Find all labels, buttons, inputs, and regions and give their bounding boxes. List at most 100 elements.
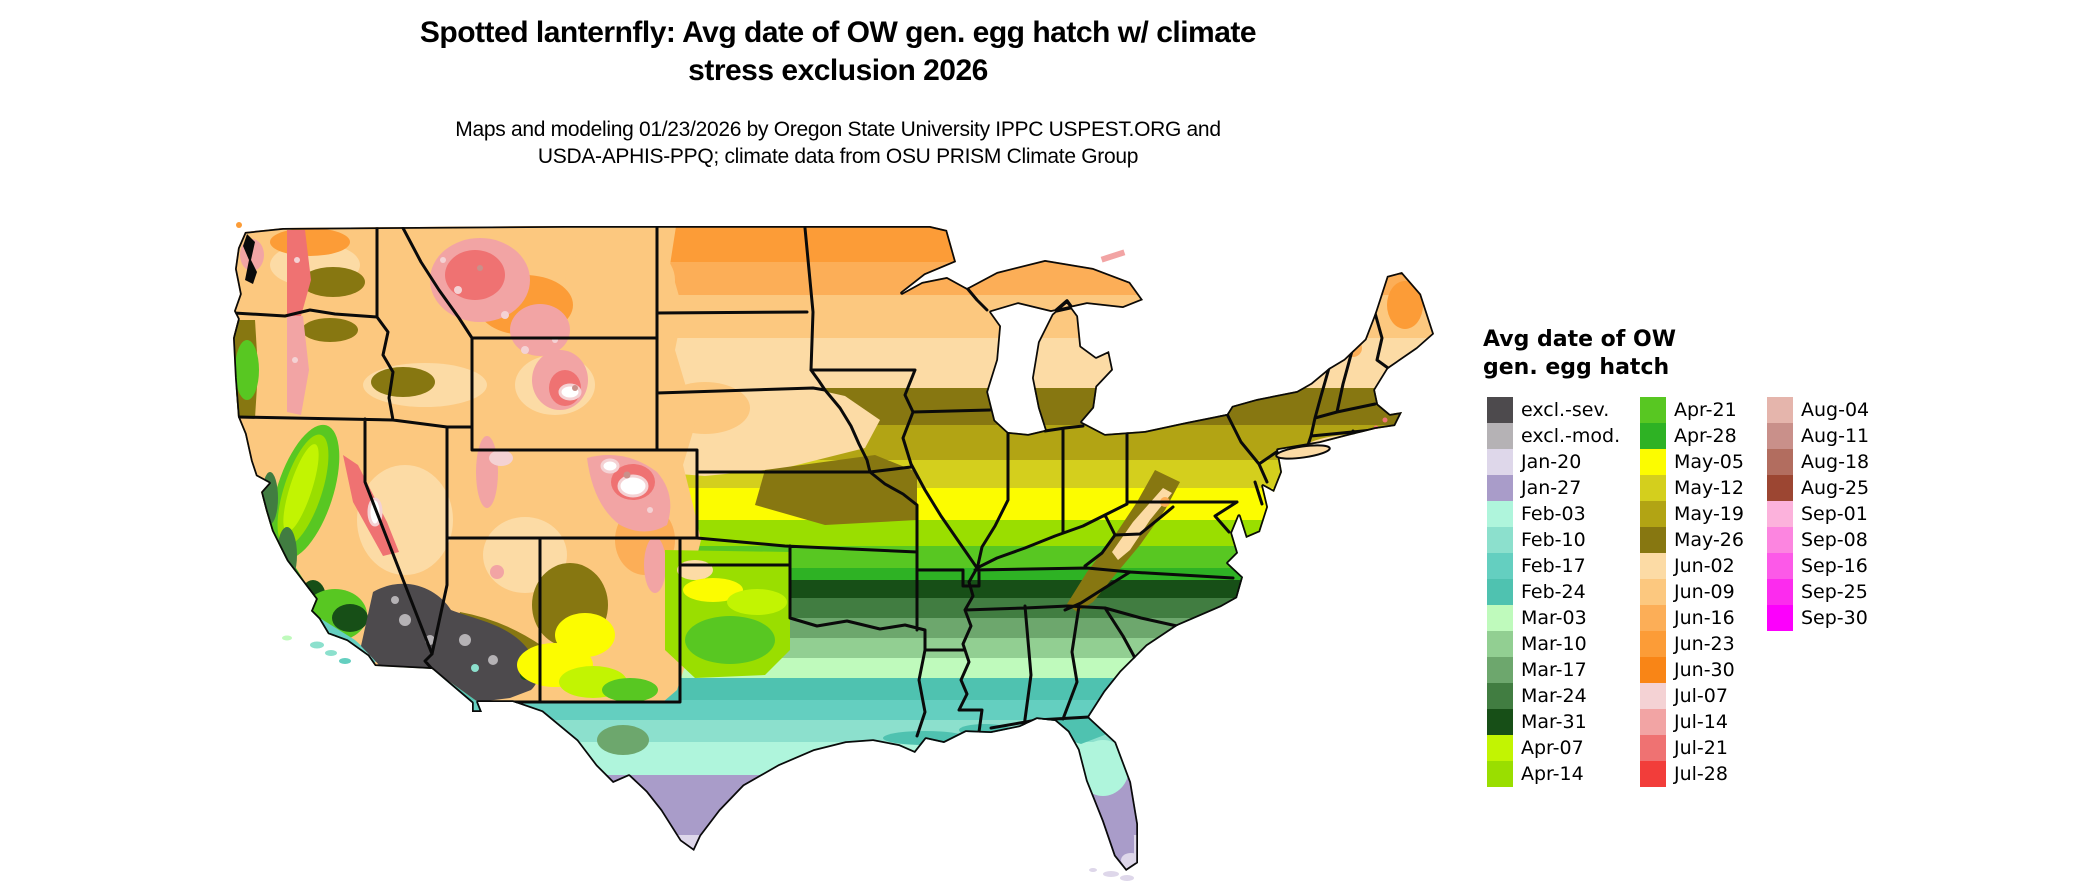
legend-item: Apr-14 xyxy=(1487,761,1620,787)
legend-swatch xyxy=(1487,579,1513,605)
legend-item: Feb-10 xyxy=(1487,527,1620,553)
florida-keys1 xyxy=(1103,871,1119,877)
legend-swatch xyxy=(1487,397,1513,423)
legend-swatch xyxy=(1487,683,1513,709)
florida-keys3 xyxy=(1089,868,1097,872)
legend-label: excl.-mod. xyxy=(1521,425,1621,447)
legend-swatch xyxy=(1487,475,1513,501)
legend-swatch xyxy=(1640,761,1666,787)
legend-item: Jul-21 xyxy=(1640,735,1744,761)
florida-keys2 xyxy=(1120,875,1134,881)
legend-swatch xyxy=(1487,631,1513,657)
mt-ranges-pink xyxy=(510,304,570,356)
map-title-line1: Spotted lanternfly: Avg date of OW gen. … xyxy=(419,16,1257,49)
legend-item: Sep-25 xyxy=(1767,579,1869,605)
legend-swatch xyxy=(1640,709,1666,735)
north-washington-patch xyxy=(270,228,350,256)
legend-swatch xyxy=(1640,423,1666,449)
us-map xyxy=(225,220,1445,885)
legend-item: Feb-24 xyxy=(1487,579,1620,605)
legend-label: Aug-25 xyxy=(1801,477,1870,499)
legend-item: Jun-16 xyxy=(1640,605,1744,631)
legend-item: Sep-30 xyxy=(1767,605,1869,631)
legend-swatch xyxy=(1640,397,1666,423)
legend-item: excl.-mod. xyxy=(1487,423,1620,449)
co-peak-white2 xyxy=(600,458,620,474)
sangre-de-cristo-pink xyxy=(644,537,666,593)
legend-swatch xyxy=(1640,475,1666,501)
palouse-olive xyxy=(301,267,365,297)
legend-item: Jan-27 xyxy=(1487,475,1620,501)
legend-label: Jun-02 xyxy=(1674,555,1735,577)
san-francisco-peaks-pink xyxy=(490,565,504,579)
legend-label: Apr-28 xyxy=(1674,425,1737,447)
willamette-green xyxy=(235,340,259,400)
legend-item: Sep-16 xyxy=(1767,553,1869,579)
legend-label: Sep-25 xyxy=(1801,581,1868,603)
legend-label: Mar-17 xyxy=(1521,659,1587,681)
desert-ltgray1 xyxy=(399,614,411,626)
peak-mauve-speck3 xyxy=(477,265,483,271)
legend-swatch xyxy=(1487,761,1513,787)
legend-item: May-26 xyxy=(1640,527,1744,553)
legend-swatch xyxy=(1487,449,1513,475)
legend-swatch xyxy=(1767,397,1793,423)
legend-label: Jun-23 xyxy=(1674,633,1735,655)
map-subtitle-line2: USDA-APHIS-PPQ; climate data from OSU PR… xyxy=(537,145,1139,168)
us-outline xyxy=(233,226,1434,871)
legend-label: Sep-30 xyxy=(1801,607,1868,629)
legend-column-2: Apr-21 Apr-28 May-05 May-12 May-19 May-26 Jun-… xyxy=(1640,397,1744,787)
legend-label: Sep-16 xyxy=(1801,555,1868,577)
us-map-svg xyxy=(233,222,1434,881)
legend-label: Jul-28 xyxy=(1674,763,1728,785)
legend-item: May-05 xyxy=(1640,449,1744,475)
legend-swatch xyxy=(1640,527,1666,553)
legend-item: excl.-sev. xyxy=(1487,397,1620,423)
speck-b xyxy=(501,311,509,319)
legend-label: Sep-08 xyxy=(1801,529,1868,551)
n-maine-orange xyxy=(1387,281,1423,329)
legend-item: Feb-17 xyxy=(1487,553,1620,579)
legend-label: excl.-sev. xyxy=(1521,399,1610,421)
legend-item: Mar-31 xyxy=(1487,709,1620,735)
legend-swatch xyxy=(1767,527,1793,553)
desert-ltgray3 xyxy=(459,634,471,646)
legend-swatch xyxy=(1767,501,1793,527)
legend-label: Jun-16 xyxy=(1674,607,1735,629)
legend-item: Apr-07 xyxy=(1487,735,1620,761)
legend-item: Aug-25 xyxy=(1767,475,1869,501)
legend-label: Apr-14 xyxy=(1521,763,1584,785)
davis-mtns-sage xyxy=(597,725,649,755)
legend-item: Apr-28 xyxy=(1640,423,1744,449)
legend-label: Mar-31 xyxy=(1521,711,1587,733)
legend-item: Mar-24 xyxy=(1487,683,1620,709)
legend-item: Aug-18 xyxy=(1767,449,1869,475)
legend-label: Jul-21 xyxy=(1674,737,1728,759)
adirondacks-orange xyxy=(1270,362,1304,388)
peak-mauve-speck2 xyxy=(572,385,578,391)
socal-mtns-dark xyxy=(332,604,368,632)
legend-item: Mar-10 xyxy=(1487,631,1620,657)
nw-coast-speck xyxy=(236,222,242,228)
legend-item: Feb-03 xyxy=(1487,501,1620,527)
legend-item: Jul-14 xyxy=(1640,709,1744,735)
riogrande-green xyxy=(602,678,658,702)
legend-item: Jun-23 xyxy=(1640,631,1744,657)
legend-label: Aug-18 xyxy=(1801,451,1870,473)
peak-mauve-speck1 xyxy=(623,471,631,479)
legend-swatch xyxy=(1487,553,1513,579)
desert-ltgray4 xyxy=(488,655,498,665)
legend-item: Jul-28 xyxy=(1640,761,1744,787)
legend-swatch xyxy=(1487,605,1513,631)
legend-swatch xyxy=(1640,735,1666,761)
legend-item: May-12 xyxy=(1640,475,1744,501)
legend-label: Feb-17 xyxy=(1521,555,1586,577)
legend-swatch xyxy=(1767,605,1793,631)
legend-swatch xyxy=(1640,501,1666,527)
channel-island3 xyxy=(339,658,351,664)
tx-panhandle-tan-corner xyxy=(677,560,713,580)
legend-label: Sep-01 xyxy=(1801,503,1868,525)
legend-column-3: Aug-04 Aug-11 Aug-18 Aug-25 Sep-01 Sep-08 Sep-… xyxy=(1767,397,1869,631)
legend-item: Sep-01 xyxy=(1767,501,1869,527)
